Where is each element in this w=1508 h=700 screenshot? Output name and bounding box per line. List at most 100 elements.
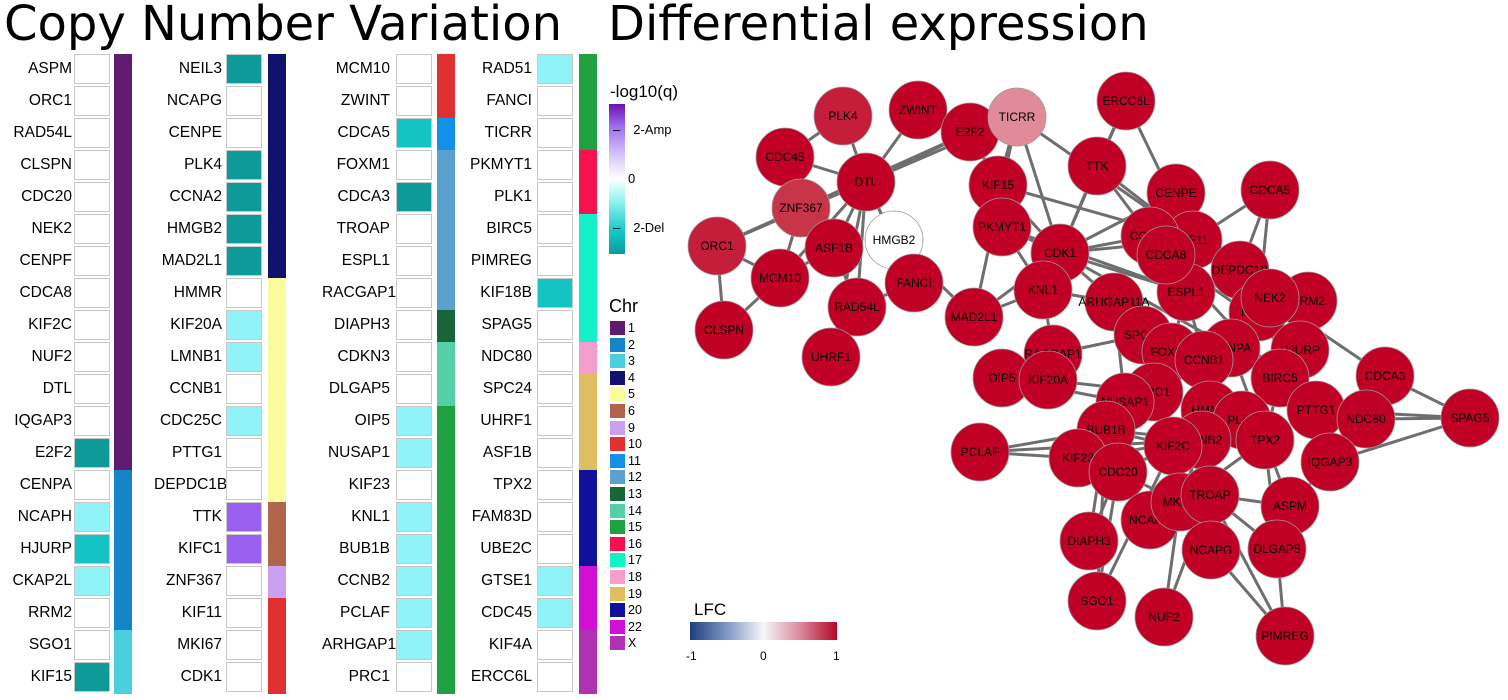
cnv-gene-label: KIF2C [28, 316, 72, 333]
cnv-gene-label: RACGAP1 [322, 284, 397, 301]
network-node-label: TROAP [1189, 488, 1230, 502]
cnv-gene-label: KIF23 [348, 476, 390, 493]
network-node-circle [1134, 587, 1194, 647]
cnv-gene-label: TROAP [336, 220, 390, 237]
network-node: CENPE [1146, 163, 1206, 223]
cnv-legend-gradient [609, 104, 625, 254]
network-node-label: SGO1 [1080, 594, 1114, 608]
cnv-gene-label: ZWINT [340, 92, 390, 109]
chr-annotation-segment [437, 118, 455, 150]
cnv-cell [74, 118, 110, 148]
cnv-cell [74, 54, 110, 84]
chr-legend-swatch [610, 603, 625, 618]
chr-annotation-segment [437, 150, 455, 310]
network-node: CDCA5 [1240, 160, 1300, 220]
network-node-circle [836, 152, 896, 212]
cnv-cell [396, 534, 432, 564]
network-node-label: IQGAP3 [1308, 455, 1353, 469]
network-node: PCLAF [950, 422, 1010, 482]
network-node: MCM10 [750, 248, 810, 308]
cnv-gene-label: KNL1 [351, 508, 390, 525]
cnv-gene-label: CDC45 [481, 604, 532, 621]
cnv-gene-label: HMGB2 [166, 220, 222, 237]
cnv-gene-label: HMMR [173, 284, 222, 301]
cnv-cell [396, 150, 432, 180]
network-node-label: OIP5 [988, 371, 1016, 385]
network-node: KIF15 [968, 155, 1028, 215]
cnv-cell [74, 534, 110, 564]
cnv-gene-label: SGO1 [28, 636, 72, 653]
cnv-cell [226, 374, 262, 404]
cnv-gene-label: TPX2 [493, 476, 532, 493]
cnv-gene-label: UBE2C [480, 540, 532, 557]
network-node: E2F2 [940, 102, 1000, 162]
network-node: KIF2C [1143, 416, 1203, 476]
cnv-gene-label: FAM83D [471, 508, 532, 525]
network-node-circle [1088, 442, 1148, 502]
cnv-cell [226, 598, 262, 628]
network-node: NCAPG [1181, 520, 1241, 580]
cnv-gene-label: CLSPN [20, 156, 72, 173]
network-node-label: CDK1 [1044, 246, 1076, 260]
network-node-label: DIAPH3 [1067, 534, 1111, 548]
cnv-gene-label: NUF2 [31, 348, 72, 365]
network-node-label: KIF20A [1028, 373, 1068, 387]
network-node: PKMYT1 [972, 197, 1032, 257]
cnv-gene-label: ASPM [28, 60, 72, 77]
chr-annotation-segment [268, 566, 286, 598]
cnv-gene-label: GTSE1 [481, 572, 532, 589]
cnv-gene-label: ERCC6L [470, 668, 532, 685]
network-node-circle [1240, 268, 1300, 328]
cnv-cell [396, 182, 432, 212]
network-node-label: CENPE [1155, 186, 1196, 200]
network-node: CDCA8 [1136, 225, 1196, 285]
cnv-cell [74, 406, 110, 436]
network-node-label: CDCA8 [1146, 248, 1187, 262]
chr-legend-label: 10 [628, 437, 642, 452]
network-node-circle [944, 287, 1004, 347]
cnv-cell [226, 438, 262, 468]
cnv-cell [537, 662, 573, 692]
network-node: PIMREG [1255, 606, 1315, 666]
network-node-circle [1240, 160, 1300, 220]
cnv-cell [226, 406, 262, 436]
chr-legend-label: 14 [628, 503, 642, 518]
chr-legend-swatch [610, 337, 625, 352]
network-node: OIP5 [972, 348, 1032, 408]
network-node-label: E2F2 [956, 125, 985, 139]
cnv-cell [537, 150, 573, 180]
cnv-legend-amp-label: 2-Amp [633, 122, 672, 137]
cnv-cell [226, 246, 262, 276]
network-node: TPX2 [1235, 410, 1295, 470]
network-node: KNL1 [1013, 260, 1073, 320]
cnv-gene-label: DLGAP5 [328, 380, 390, 397]
network-node-label: ASPM [1273, 499, 1307, 513]
cnv-cell [537, 406, 573, 436]
cnv-gene-label: CKAP2L [12, 572, 72, 589]
cnv-cell [74, 150, 110, 180]
cnv-cell [396, 598, 432, 628]
cnv-panel-title: Copy Number Variation [4, 0, 563, 52]
cnv-gene-label: MCM10 [335, 60, 390, 77]
cnv-gene-label: PIMREG [470, 252, 532, 269]
cnv-cell [74, 470, 110, 500]
cnv-cell [537, 310, 573, 340]
chr-legend-swatch [610, 619, 625, 634]
cnv-gene-label: CCNB1 [169, 380, 222, 397]
cnv-cell [396, 278, 432, 308]
cnv-cell [74, 278, 110, 308]
network-node: TICRR [987, 87, 1047, 147]
cnv-gene-label: OIP5 [354, 412, 390, 429]
cnv-cell [74, 598, 110, 628]
cnv-cell [226, 470, 262, 500]
network-node: NDC80 [1336, 389, 1396, 449]
cnv-cell [226, 502, 262, 532]
cnv-cell [537, 278, 573, 308]
cnv-cell [396, 310, 432, 340]
network-node: CLSPN [694, 300, 754, 360]
cnv-gene-label: SPAG5 [481, 316, 532, 333]
cnv-gene-label: PTTG1 [172, 444, 222, 461]
network-node-circle [1059, 511, 1119, 571]
chr-legend-swatch [610, 636, 625, 651]
chr-annotation-segment [268, 54, 286, 278]
